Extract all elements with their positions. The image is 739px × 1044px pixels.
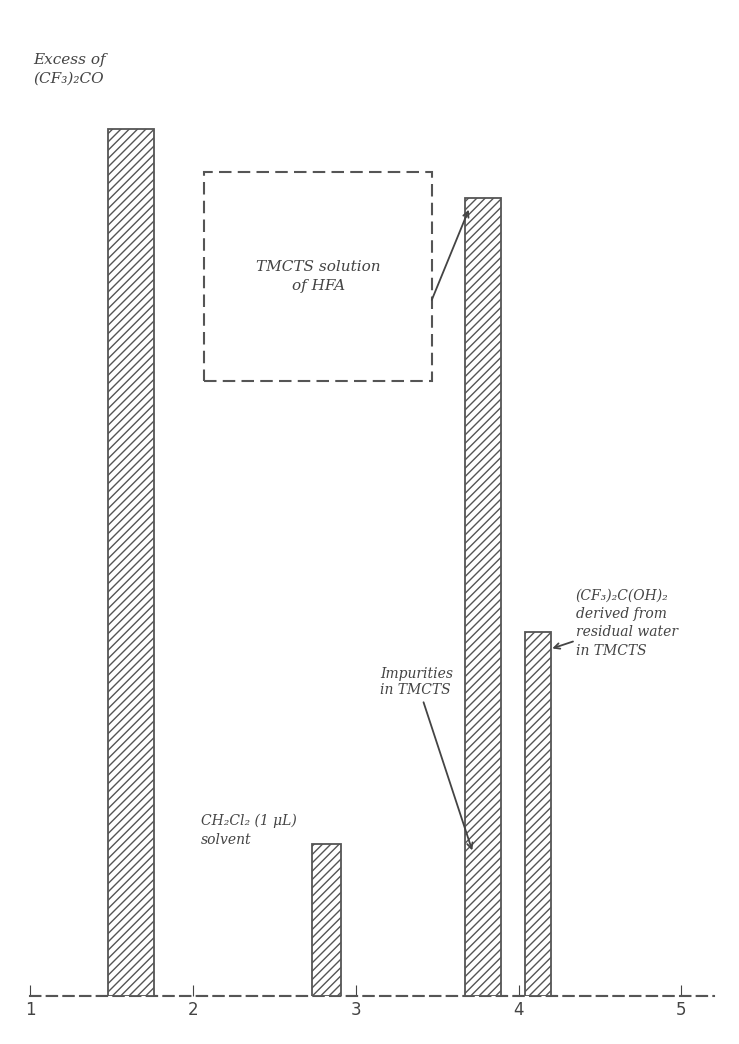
Bar [312, 845, 341, 996]
Text: (CF₃)₂C(OH)₂
derived from
residual water
in TMCTS: (CF₃)₂C(OH)₂ derived from residual water… [576, 589, 678, 658]
Text: Excess of
(CF₃)₂CO: Excess of (CF₃)₂CO [33, 53, 106, 86]
Bar [109, 129, 154, 996]
Text: Impurities
in TMCTS: Impurities in TMCTS [381, 667, 472, 849]
Text: CH₂Cl₂ (1 μL)
solvent: CH₂Cl₂ (1 μL) solvent [201, 814, 297, 847]
Bar [465, 198, 501, 996]
Text: TMCTS solution
of HFA: TMCTS solution of HFA [256, 260, 381, 293]
Bar [525, 632, 551, 996]
FancyBboxPatch shape [205, 172, 432, 380]
